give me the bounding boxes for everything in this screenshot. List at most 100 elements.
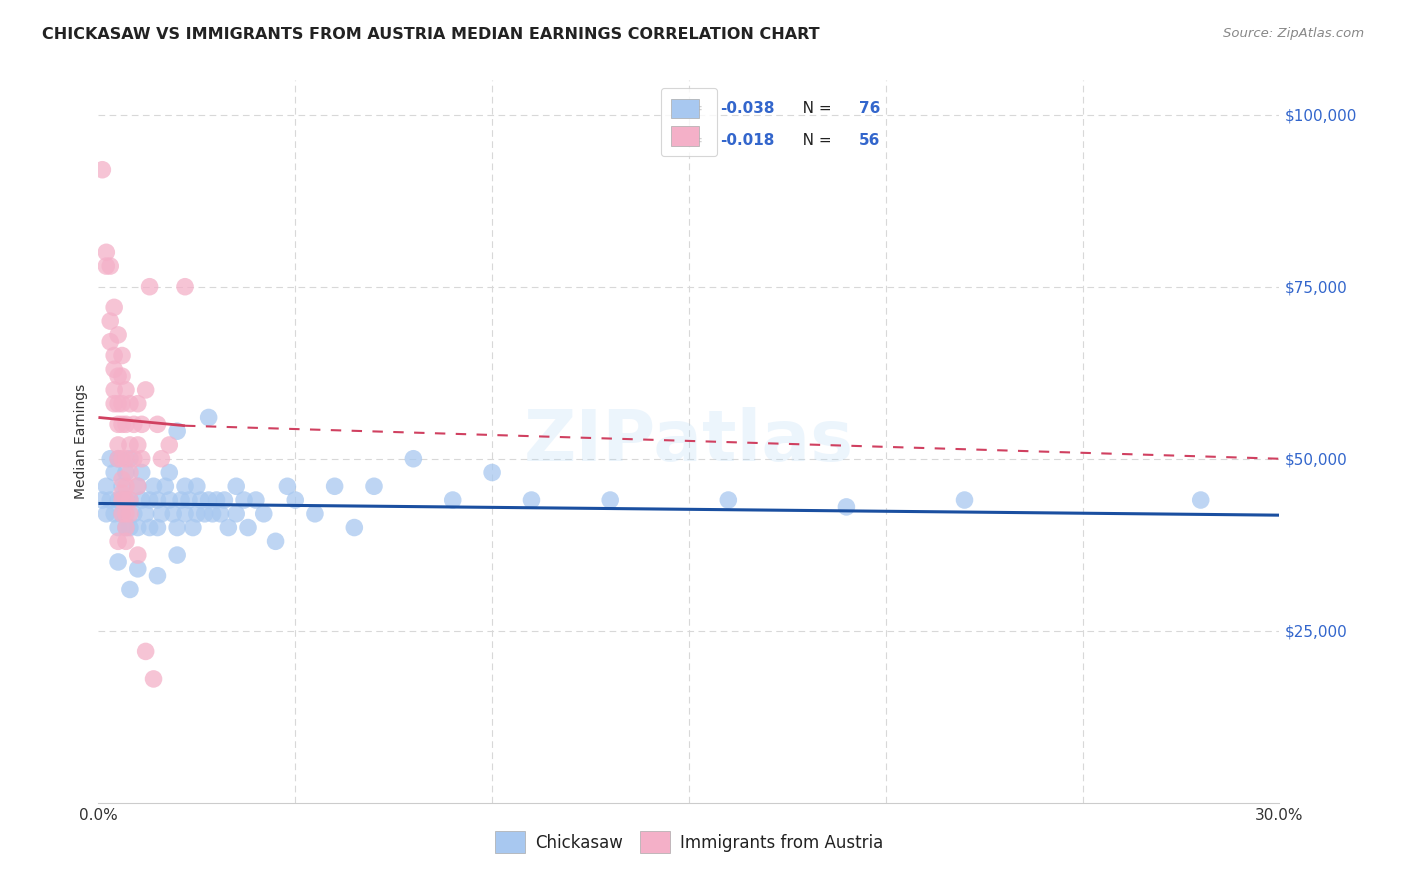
Point xyxy=(174,479,197,493)
Point xyxy=(91,493,114,508)
Point xyxy=(122,507,145,521)
Point xyxy=(233,493,256,508)
Point xyxy=(111,397,134,411)
Point xyxy=(115,507,138,521)
Point xyxy=(122,417,145,432)
Point xyxy=(323,479,346,493)
Point xyxy=(107,417,129,432)
Point xyxy=(363,479,385,493)
Point xyxy=(214,493,236,508)
Point xyxy=(115,466,138,480)
Point xyxy=(520,493,543,508)
Point xyxy=(107,520,129,534)
Point xyxy=(953,493,976,508)
Point xyxy=(146,493,169,508)
Point xyxy=(146,520,169,534)
Point xyxy=(111,417,134,432)
Point xyxy=(157,493,180,508)
Point xyxy=(103,362,125,376)
Point xyxy=(138,493,160,508)
Point xyxy=(402,451,425,466)
Point xyxy=(127,438,149,452)
Point xyxy=(481,466,503,480)
Point xyxy=(98,493,121,508)
Point xyxy=(138,520,160,534)
Point xyxy=(150,507,173,521)
Point xyxy=(236,520,259,534)
Point xyxy=(115,520,138,534)
Point xyxy=(717,493,740,508)
Point xyxy=(225,507,247,521)
Point xyxy=(107,555,129,569)
Point xyxy=(107,397,129,411)
Point xyxy=(103,466,125,480)
Point xyxy=(146,417,169,432)
Point xyxy=(135,383,157,397)
Point xyxy=(1189,493,1212,508)
Point xyxy=(118,451,141,466)
Point xyxy=(107,534,129,549)
Point xyxy=(194,507,217,521)
Point xyxy=(98,451,121,466)
Point xyxy=(96,507,118,521)
Point xyxy=(115,493,138,508)
Point xyxy=(111,493,134,508)
Point xyxy=(150,451,173,466)
Point xyxy=(127,479,149,493)
Point xyxy=(131,493,153,508)
Point xyxy=(107,451,129,466)
Point xyxy=(142,672,165,686)
Point xyxy=(127,479,149,493)
Text: R =: R = xyxy=(675,101,709,116)
Point xyxy=(118,493,141,508)
Point xyxy=(118,397,141,411)
Point xyxy=(209,507,232,521)
Text: N =: N = xyxy=(787,133,837,147)
Point xyxy=(98,314,121,328)
Point xyxy=(115,479,138,493)
Point xyxy=(107,369,129,384)
Point xyxy=(122,451,145,466)
Point xyxy=(170,493,193,508)
Point xyxy=(118,493,141,508)
Point xyxy=(181,520,204,534)
Point xyxy=(115,493,138,508)
Point xyxy=(111,486,134,500)
Point xyxy=(127,520,149,534)
Point xyxy=(177,493,200,508)
Point xyxy=(115,451,138,466)
Point xyxy=(91,162,114,177)
Point xyxy=(142,479,165,493)
Point xyxy=(127,397,149,411)
Point xyxy=(103,397,125,411)
Point xyxy=(217,520,239,534)
Point xyxy=(111,472,134,486)
Point xyxy=(131,466,153,480)
Point xyxy=(284,493,307,508)
Point xyxy=(135,507,157,521)
Point xyxy=(127,562,149,576)
Text: Source: ZipAtlas.com: Source: ZipAtlas.com xyxy=(1223,27,1364,40)
Point xyxy=(276,479,298,493)
Point xyxy=(103,301,125,315)
Point xyxy=(343,520,366,534)
Point xyxy=(197,410,219,425)
Point xyxy=(118,582,141,597)
Point xyxy=(205,493,228,508)
Point xyxy=(115,520,138,534)
Point xyxy=(115,383,138,397)
Point xyxy=(111,507,134,521)
Point xyxy=(166,424,188,438)
Point xyxy=(111,349,134,363)
Text: 76: 76 xyxy=(859,101,880,116)
Text: N =: N = xyxy=(787,101,837,116)
Point xyxy=(245,493,267,508)
Point xyxy=(146,568,169,582)
Point xyxy=(111,479,134,493)
Point xyxy=(304,507,326,521)
Point xyxy=(131,417,153,432)
Point xyxy=(115,417,138,432)
Point xyxy=(103,383,125,397)
Point xyxy=(98,259,121,273)
Point xyxy=(441,493,464,508)
